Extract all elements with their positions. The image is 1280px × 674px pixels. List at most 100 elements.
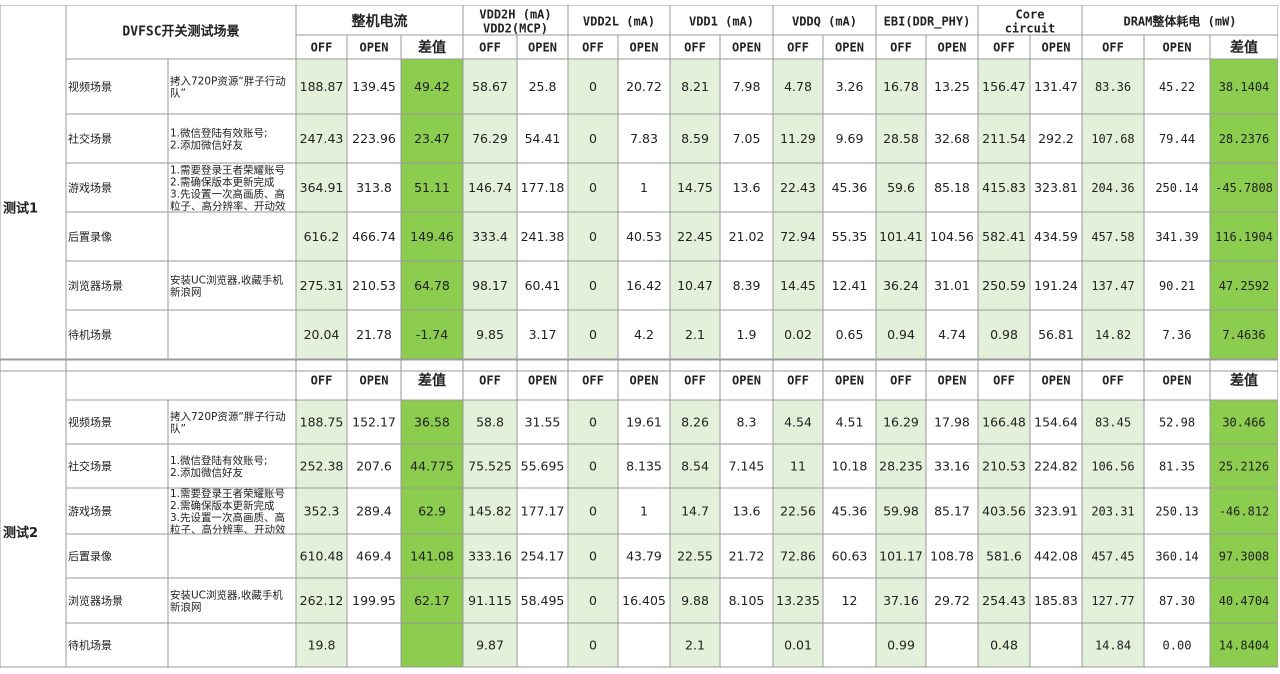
value-cell: 56.81 — [1038, 327, 1074, 342]
value-cell: 21.02 — [729, 229, 765, 244]
value-cell: 83.36 — [1095, 80, 1131, 94]
group-header: circuit — [1005, 22, 1056, 36]
value-cell: 469.4 — [356, 549, 392, 564]
sub-header-open: OPEN — [1042, 374, 1071, 388]
sub-header-open: OPEN — [360, 41, 389, 55]
value-cell: 0.48 — [990, 638, 1018, 653]
value-cell: 32.68 — [934, 131, 970, 146]
value-cell: 25.8 — [529, 79, 557, 94]
value-cell: 22.56 — [780, 504, 816, 519]
diff-cell-fill — [1210, 212, 1278, 261]
off-cell-fill — [670, 114, 720, 163]
sub-header-open: OPEN — [630, 374, 659, 388]
value-cell: 10.47 — [677, 278, 713, 293]
value-cell: 31.01 — [934, 278, 970, 293]
value-cell: 85.17 — [934, 504, 970, 519]
value-cell: 224.82 — [1034, 459, 1078, 474]
sub-header-diff: 差值 — [1230, 372, 1258, 389]
group-header: VDD1 (mA) — [689, 15, 754, 29]
off-cell-fill — [568, 261, 618, 310]
value-cell: 40.53 — [626, 229, 662, 244]
value-cell: 415.83 — [982, 180, 1026, 195]
off-cell-fill — [463, 534, 517, 578]
value-cell: 25.2126 — [1219, 460, 1270, 474]
value-cell: 104.56 — [930, 229, 974, 244]
value-cell: 19.61 — [626, 415, 662, 430]
off-cell-fill — [773, 212, 823, 261]
value-cell: 13.235 — [776, 593, 820, 608]
sub-header-open: OPEN — [732, 374, 761, 388]
value-cell: 85.18 — [934, 180, 970, 195]
off-cell-fill — [296, 310, 347, 359]
value-cell: 16.78 — [883, 79, 919, 94]
value-cell: 166.48 — [982, 415, 1026, 430]
value-cell: 28.58 — [883, 131, 919, 146]
off-cell-fill — [876, 444, 926, 488]
group-header: VDDQ (mA) — [792, 15, 857, 29]
off-cell-fill — [463, 261, 517, 310]
value-cell: 403.56 — [982, 504, 1026, 519]
value-cell: 0 — [589, 415, 597, 430]
sub-header-off: OFF — [1102, 374, 1124, 388]
off-cell-fill — [670, 534, 720, 578]
sheet-background — [0, 5, 1278, 674]
value-cell: 434.59 — [1034, 229, 1078, 244]
value-cell: 323.81 — [1034, 180, 1078, 195]
value-cell: 72.86 — [780, 549, 816, 564]
value-cell: 19.8 — [308, 638, 336, 653]
value-cell: 0 — [589, 327, 597, 342]
description-line: 新浪网 — [170, 601, 202, 614]
value-cell: 457.58 — [1091, 230, 1134, 244]
value-cell: 254.43 — [982, 593, 1026, 608]
diff-cell-fill — [401, 59, 463, 114]
diff-cell-fill — [1210, 534, 1278, 578]
group-header: EBI(DDR_PHY) — [884, 15, 971, 30]
value-cell: 91.115 — [468, 593, 512, 608]
off-cell-fill — [463, 59, 517, 114]
sub-header-diff: 差值 — [1230, 39, 1258, 56]
off-cell-fill — [568, 444, 618, 488]
value-cell: 581.6 — [986, 549, 1022, 564]
off-cell-fill — [876, 623, 926, 667]
off-cell-fill — [670, 444, 720, 488]
off-cell-fill — [1082, 444, 1144, 488]
scene-name: 社交场景 — [68, 459, 112, 473]
value-cell: 59.98 — [883, 504, 919, 519]
value-cell: 0 — [589, 229, 597, 244]
group-header: DRAM整体耗电 (mW) — [1123, 14, 1236, 29]
value-cell: 177.18 — [521, 180, 565, 195]
off-cell-fill — [1082, 59, 1144, 114]
off-cell-fill — [773, 114, 823, 163]
value-cell: 101.17 — [879, 549, 923, 564]
sub-header-off: OFF — [311, 374, 333, 388]
scene-name: 后置录像 — [68, 231, 112, 244]
description-line: 粒子、高分辨率、开动效 — [170, 523, 286, 536]
value-cell: 7.36 — [1163, 328, 1192, 342]
value-cell: 106.56 — [1091, 460, 1134, 474]
value-cell: 52.98 — [1159, 416, 1195, 430]
value-cell: 145.82 — [468, 504, 512, 519]
off-cell-fill — [568, 400, 618, 444]
value-cell: 8.39 — [733, 278, 761, 293]
off-cell-fill — [296, 578, 347, 623]
description-line: 1.微信登陆有效账号; — [170, 454, 268, 467]
value-cell: 275.31 — [300, 278, 344, 293]
value-cell: 14.84 — [1095, 639, 1131, 653]
value-cell: 466.74 — [352, 229, 396, 244]
value-cell: 11 — [790, 459, 806, 474]
value-cell: 457.45 — [1091, 550, 1134, 564]
off-cell-fill — [670, 261, 720, 310]
value-cell: 14.75 — [677, 180, 713, 195]
value-cell: 0.99 — [887, 638, 915, 653]
sub-header-off: OFF — [890, 374, 912, 388]
sub-header-off: OFF — [684, 374, 706, 388]
value-cell: 1 — [640, 504, 648, 519]
off-cell-fill — [296, 59, 347, 114]
value-cell: 11.29 — [780, 131, 816, 146]
value-cell: 0 — [589, 459, 597, 474]
off-cell-fill — [568, 578, 618, 623]
off-cell-fill — [1082, 578, 1144, 623]
sub-header-open: OPEN — [528, 41, 557, 55]
off-cell-fill — [1082, 534, 1144, 578]
value-cell: 4.78 — [784, 79, 812, 94]
